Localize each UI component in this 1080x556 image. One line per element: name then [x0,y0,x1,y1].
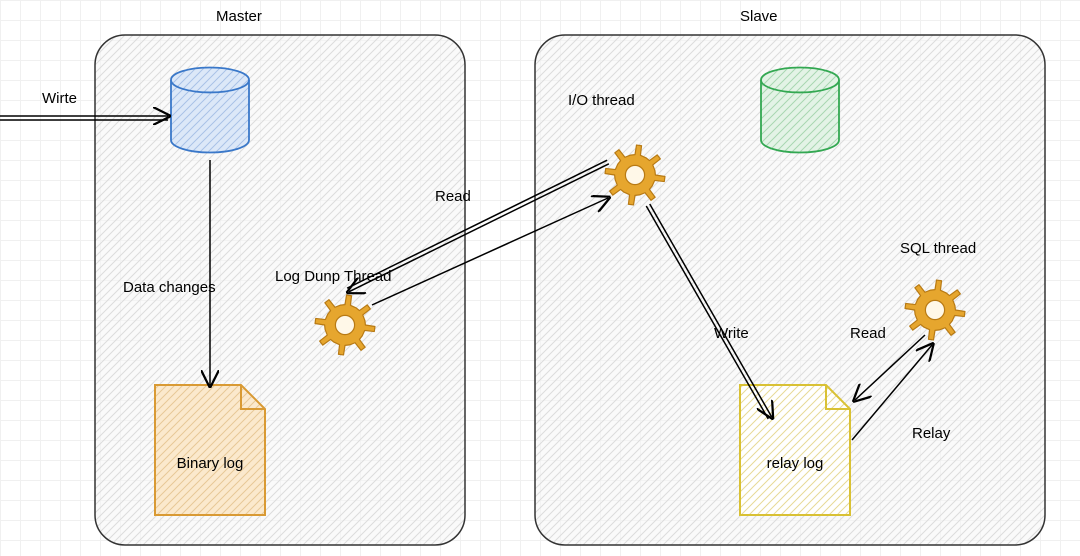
slave-title: Slave [740,8,778,25]
sql-thread-label: SQL thread [900,240,976,257]
svg-text:relay log: relay log [767,455,824,472]
write-label: Wirte [42,90,77,107]
data-changes-label: Data changes [123,279,216,296]
master-title: Master [216,8,262,25]
io-write-label: Write [714,325,749,342]
read-master-label: Read [435,188,471,205]
diagram-canvas: Binary log relay log [0,0,1080,556]
relay-label: Relay [912,425,950,442]
svg-text:Binary log: Binary log [177,455,244,472]
io-thread-label: I/O thread [568,92,635,109]
sql-read-label: Read [850,325,886,342]
log-dump-label: Log Dunp Thread [275,268,391,285]
